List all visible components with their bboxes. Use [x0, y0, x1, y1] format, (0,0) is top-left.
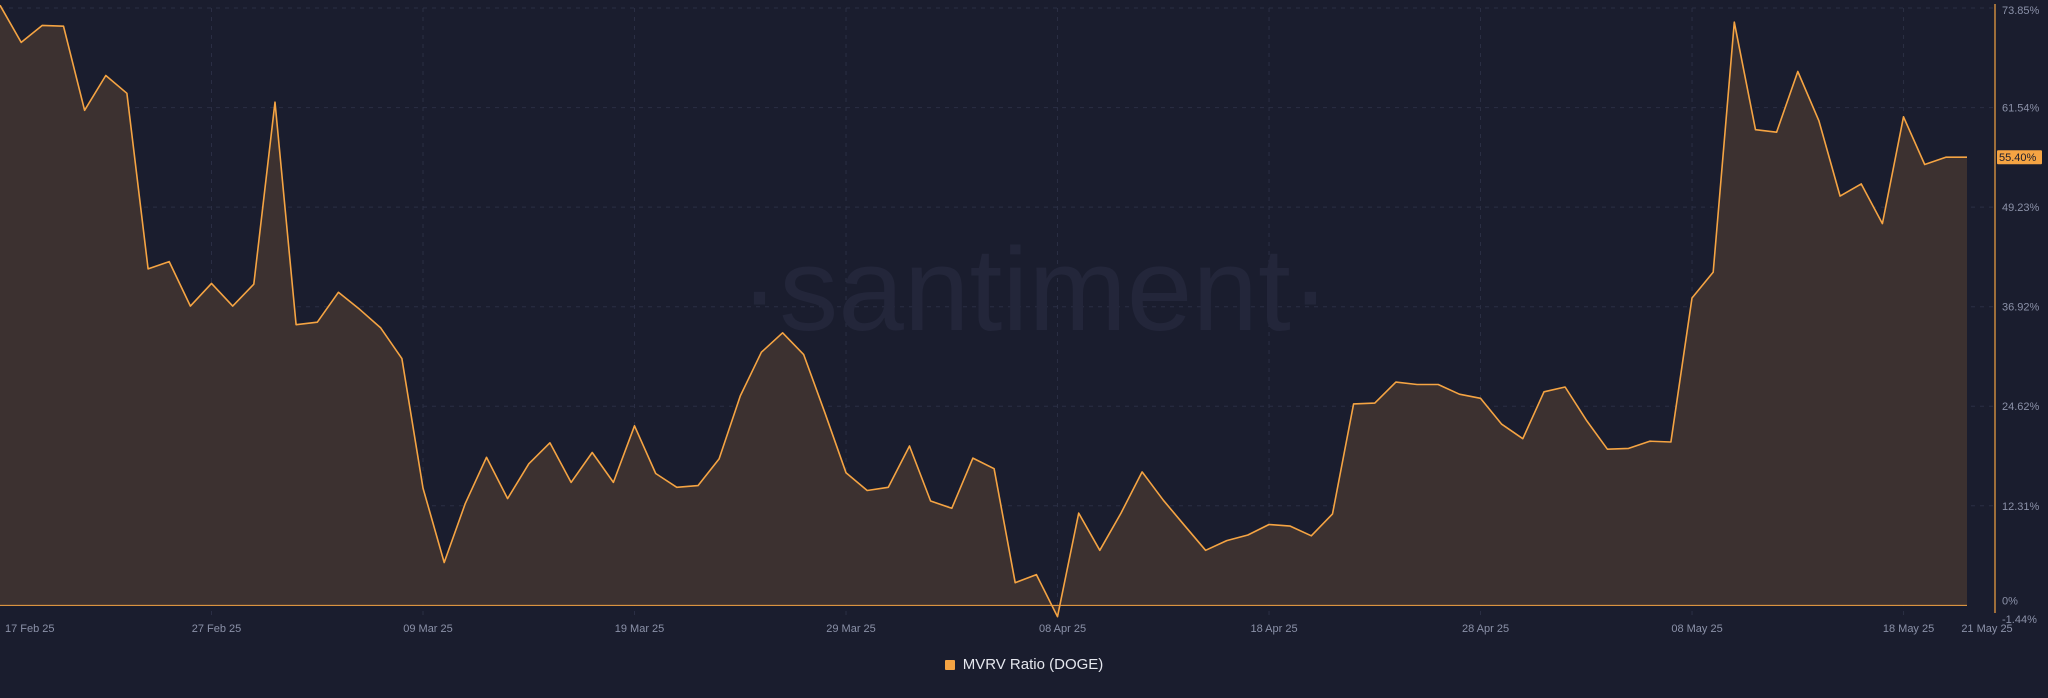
- legend[interactable]: MVRV Ratio (DOGE): [0, 656, 2048, 673]
- last-value-badge: [1997, 150, 2042, 165]
- x-tick-label: 27 Feb 25: [192, 623, 242, 635]
- y-tick-label: 61.54%: [2002, 103, 2040, 115]
- y-tick-label: 24.62%: [2002, 401, 2040, 413]
- x-tick-label: 29 Mar 25: [826, 623, 876, 635]
- y-tick-label: 36.92%: [2002, 302, 2040, 314]
- legend-swatch: [944, 659, 955, 670]
- x-tick-label: 09 Mar 25: [403, 623, 453, 635]
- legend-label: MVRV Ratio (DOGE): [962, 656, 1104, 673]
- y-tick-label: 0%: [2002, 595, 2018, 607]
- x-tick-label: 17 Feb 25: [5, 623, 55, 635]
- axes: 73.85% 61.54% 49.23% 36.92% 24.62% 12.31% 0% -1…: [5, 4, 2042, 635]
- series-layer: [0, 4, 1967, 618]
- x-tick-label: 08 May 25: [1671, 623, 1722, 635]
- series-line: [0, 4, 1967, 618]
- x-tick-label: 18 May 25: [1883, 623, 1934, 635]
- y-tick-label: 73.85%: [2002, 5, 2040, 17]
- x-tick-label: 08 Apr 25: [1039, 623, 1086, 635]
- y-tick-label: 49.23%: [2002, 202, 2040, 214]
- y-tick-label: -1.44%: [2002, 614, 2037, 626]
- y-tick-label: 12.31%: [2002, 501, 2040, 513]
- santiment-watermark: ·santiment·: [740, 224, 1330, 356]
- x-tick-label: 18 Apr 25: [1250, 623, 1297, 635]
- last-value-label: 55.40%: [1999, 152, 2037, 164]
- series-area: [0, 5, 1967, 617]
- x-tick-label: 28 Apr 25: [1462, 623, 1509, 635]
- x-tick-label: 21 May 25: [1961, 623, 2012, 635]
- x-tick-label: 19 Mar 25: [615, 623, 665, 635]
